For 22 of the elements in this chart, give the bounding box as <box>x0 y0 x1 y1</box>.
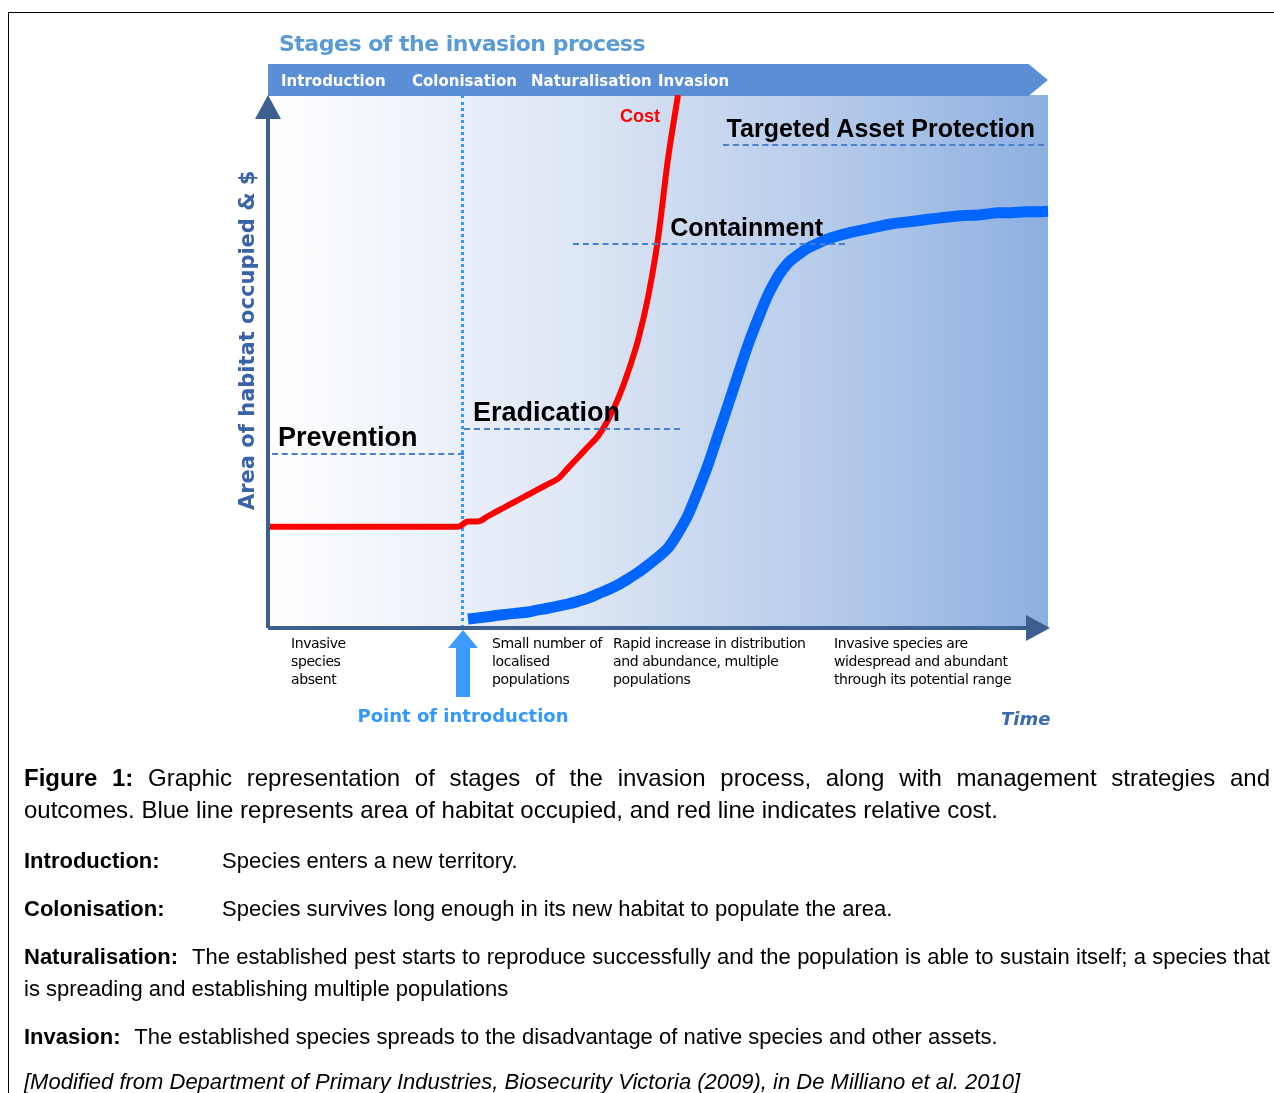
text: Introduction: Species enters a new territory. <box>24 848 518 873</box>
text: Invasive species absent <box>291 634 347 688</box>
text: Invasive species are widespread and abundant through its potential range <box>834 634 1013 688</box>
text: Naturalisation <box>531 72 652 90</box>
text: Small number of localised populations <box>492 634 604 688</box>
text: Point of introduction <box>356 705 570 726</box>
text: Invasion <box>658 72 730 90</box>
text: Rapid increase in distribution and abundance, multiple populations <box>613 634 807 688</box>
annotation: Containment <box>573 211 845 245</box>
chart-title: Stages of the invasion process <box>279 31 646 56</box>
text: Colonisation <box>412 72 517 90</box>
annotation: Targeted Asset Protection <box>723 112 1044 146</box>
caption: Figure 1: Graphic representation of stages of the invasion process, along with management strategies and outcomes. Blue line represents area of habitat occupied, and red line indicates relative cost. <box>24 763 1271 825</box>
annotation: Prevention <box>272 421 464 455</box>
text: Colonisation: Species survives long enough in its new habitat to populate the area. <box>24 896 893 921</box>
series-label: Cost <box>620 105 660 126</box>
text: Invasion: The established species spreads to the disadvantage of native species and other assets. <box>24 1023 999 1051</box>
text: [Modified from Department of Primary Industries, Biosecurity Victoria (2009), in De Milliano et al. 2010] <box>24 1068 1022 1093</box>
text: Introduction <box>281 72 386 90</box>
text: Naturalisation: The established pest starts to reproduce successfully and the population is able to sustain itself; a species that is spreading and establishing multiple populations <box>24 943 1270 1003</box>
y-axis-title: Area of habitat occupied & $ <box>235 170 259 510</box>
x-axis-title: Time <box>1001 708 1051 729</box>
